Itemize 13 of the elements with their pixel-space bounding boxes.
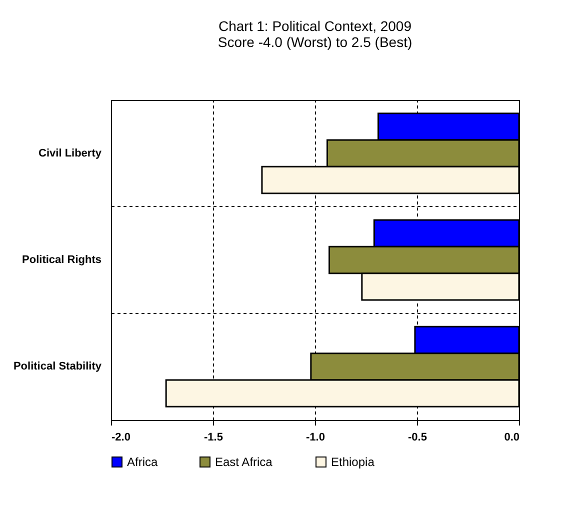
- x-tick-label: -2.0: [112, 432, 130, 444]
- y-tick-label: Political Stability: [13, 360, 102, 373]
- x-tick-label: -1.5: [204, 432, 223, 444]
- x-tick-label: -0.5: [408, 432, 427, 444]
- y-tick-label: Political Rights: [22, 254, 102, 266]
- chart-subtitle: Score -4.0 (Worst) to 2.5 (Best): [218, 34, 412, 50]
- x-tick-label: 0.0: [504, 432, 520, 444]
- x-tick-label: -1.0: [306, 432, 325, 444]
- chart-title: Chart 1: Political Context, 2009: [218, 18, 412, 34]
- legend-label: East Africa: [215, 455, 273, 469]
- y-tick-label: Civil Liberty: [38, 147, 102, 160]
- legend-label: Africa: [127, 455, 158, 469]
- legend-label: Ethiopia: [331, 455, 375, 469]
